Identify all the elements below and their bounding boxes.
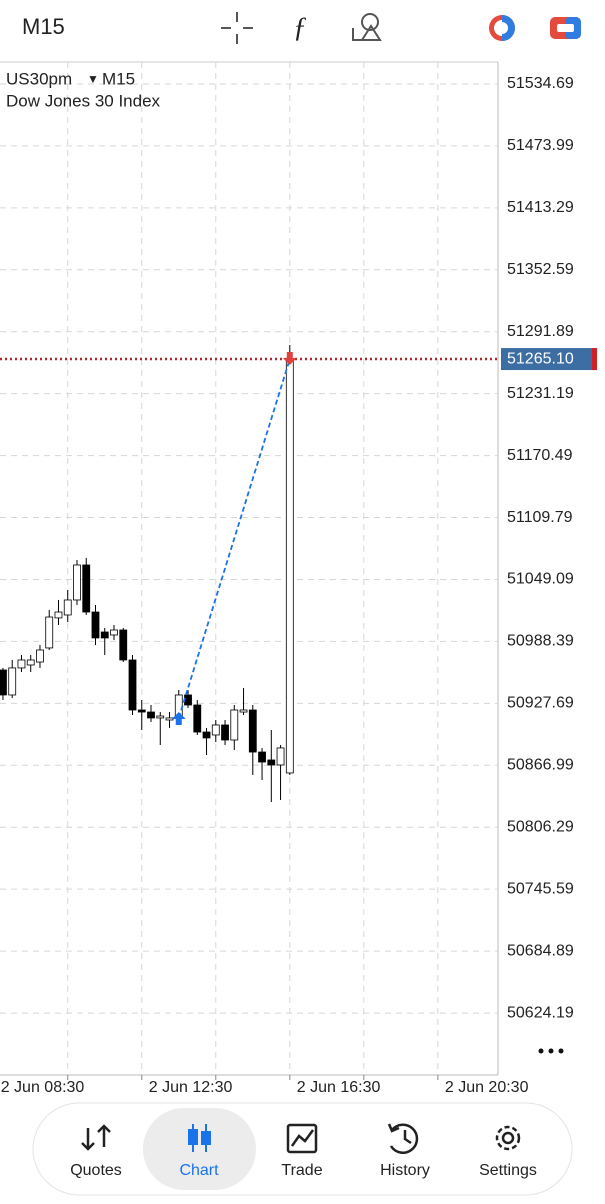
candle-body [267, 759, 276, 766]
price-label: 51049.09 [507, 571, 574, 588]
price-label: 50927.69 [507, 695, 574, 712]
candle-body [82, 564, 91, 613]
current-price-marker [592, 348, 597, 371]
candle-body [285, 358, 294, 774]
symbol-description: Dow Jones 30 Index [6, 91, 161, 110]
crosshair-icon[interactable] [221, 12, 253, 44]
active-tab-highlight [143, 1108, 256, 1190]
price-label: 50988.39 [507, 633, 574, 650]
quotes-icon[interactable] [81, 1124, 111, 1151]
price-label: 50806.29 [507, 818, 574, 835]
price-label: 51413.29 [507, 199, 574, 216]
candle-body [147, 711, 155, 719]
objects-icon[interactable] [352, 13, 382, 41]
timeframe-button[interactable]: M15 [22, 14, 65, 39]
indicators-icon[interactable]: ƒ [293, 12, 307, 43]
sell-arrow [282, 352, 297, 366]
price-label: 50866.99 [507, 757, 574, 774]
candle-body [91, 611, 100, 639]
candle-body [202, 731, 211, 739]
nav-label[interactable]: Trade [281, 1162, 322, 1179]
nav-label[interactable]: History [380, 1162, 430, 1179]
price-label: 51231.19 [507, 385, 574, 402]
candle-body [193, 704, 202, 733]
price-label: 51170.49 [507, 447, 573, 464]
candle-body [45, 616, 54, 649]
candle-body [73, 564, 81, 601]
candle-body [63, 599, 72, 616]
nav-label[interactable]: Chart [179, 1162, 219, 1179]
price-label: 50624.19 [507, 1004, 574, 1021]
candle-body [211, 724, 220, 736]
candle-body [17, 659, 26, 669]
candle-body [248, 709, 257, 753]
time-label: 2 Jun 08:30 [1, 1079, 85, 1096]
candle-body [230, 709, 239, 741]
candle-body [165, 717, 174, 721]
price-label: 51473.99 [507, 137, 574, 154]
chart: 51534.69 51473.99 51413.29 51352.59 51291.89… [0, 62, 597, 1096]
candle-body [100, 631, 109, 639]
price-label: 51291.89 [507, 323, 574, 340]
chart-timeframe: M15 [102, 69, 135, 88]
price-label: 50745.59 [507, 880, 574, 897]
symbol: US30pm [6, 69, 72, 88]
candle-body [156, 715, 165, 719]
nav-bar [32, 1102, 573, 1196]
candle-body [221, 724, 229, 741]
history-icon[interactable] [387, 1123, 419, 1154]
candle-body [239, 709, 248, 713]
nav-label[interactable]: Quotes [70, 1162, 122, 1179]
current-price-box [501, 348, 595, 371]
more-menu[interactable] [538, 1048, 564, 1054]
trade-icon[interactable] [550, 17, 581, 39]
price-label: 51109.79 [507, 509, 573, 526]
current-price-label: 51265.10 [507, 350, 574, 367]
candle-body [276, 747, 285, 766]
chart-icon[interactable] [188, 1124, 211, 1152]
buy-arrow [171, 711, 186, 725]
candle-body [0, 669, 7, 696]
candle-body [110, 629, 118, 636]
settings-icon[interactable] [495, 1125, 521, 1151]
trade-tab-icon[interactable] [286, 1123, 318, 1154]
candle-body [8, 667, 17, 696]
time-label: 2 Jun 20:30 [445, 1079, 529, 1096]
price-label: 50684.89 [507, 942, 574, 959]
price-label: 51534.69 [507, 75, 574, 92]
candle-body [26, 659, 35, 666]
time-label: 2 Jun 12:30 [149, 1079, 233, 1096]
candle-body [54, 611, 63, 619]
candle-body [128, 659, 137, 711]
candle-body [119, 629, 128, 661]
candle-body [184, 694, 192, 706]
trade-line [177, 358, 291, 719]
nav-label[interactable]: Settings [479, 1162, 537, 1179]
candle-body [258, 751, 266, 763]
symbol-dropdown[interactable]: ▼ [87, 72, 99, 86]
candle-body [36, 649, 44, 663]
price-label: 51352.59 [507, 261, 574, 278]
candle-body [137, 709, 146, 713]
time-label: 2 Jun 16:30 [297, 1079, 381, 1096]
account-icon[interactable] [489, 15, 515, 41]
